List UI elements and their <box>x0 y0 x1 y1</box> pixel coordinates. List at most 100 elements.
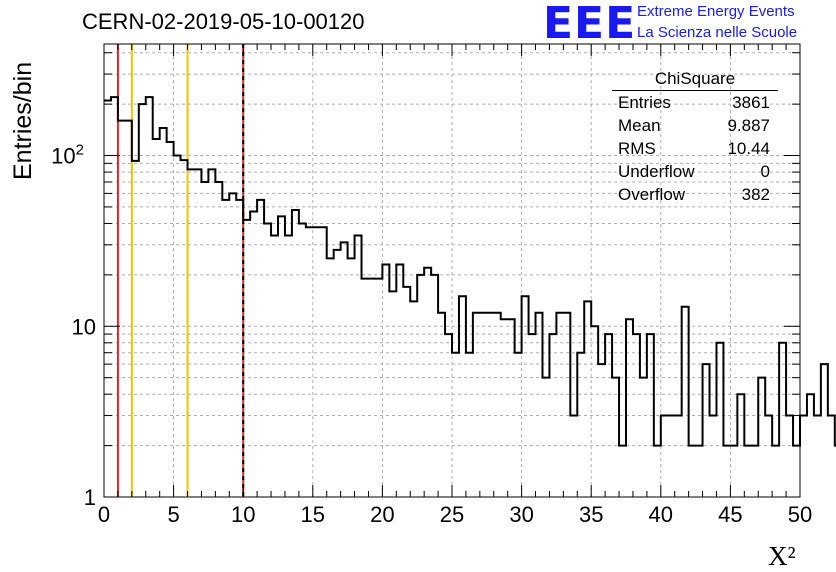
histogram-bin <box>118 121 125 497</box>
histogram-bin <box>751 446 758 497</box>
histogram-bin <box>355 236 362 497</box>
histogram-bin <box>389 291 396 497</box>
histogram-bin <box>473 313 480 497</box>
y-tick-label: 102 <box>51 142 84 169</box>
histogram-bin <box>612 378 619 497</box>
stats-title: ChiSquare <box>612 67 778 91</box>
stats-row-underflow: Underflow 0 <box>612 160 778 183</box>
histogram-bin <box>619 446 626 497</box>
stats-value: 10.44 <box>727 139 770 158</box>
histogram-bin <box>591 326 598 497</box>
histogram-bin <box>167 142 174 497</box>
histogram-bin <box>570 416 577 497</box>
histogram-bin <box>494 313 501 497</box>
histogram-bin <box>431 275 438 497</box>
x-tick-label: 40 <box>649 502 673 527</box>
histogram-bin <box>153 139 160 497</box>
stats-box: ChiSquare Entries 3861 Mean 9.887 RMS 10.44… <box>612 67 778 206</box>
histogram-bin <box>563 313 570 497</box>
stats-value: 9.887 <box>727 116 770 135</box>
histogram-bin <box>779 343 786 497</box>
stats-row-rms: RMS 10.44 <box>612 137 778 160</box>
histogram-bin <box>765 416 772 497</box>
histogram-bin <box>758 378 765 497</box>
stats-label: Entries <box>618 93 671 112</box>
histogram-bin <box>229 193 236 497</box>
stats-label: Mean <box>618 116 661 135</box>
histogram-bin <box>375 279 382 497</box>
stats-label: Overflow <box>618 185 686 204</box>
histogram-bin <box>640 378 647 497</box>
histogram-bin <box>403 287 410 497</box>
histogram-bin <box>536 313 543 497</box>
histogram-bin <box>327 258 334 497</box>
histogram-bin <box>744 446 751 497</box>
axis-ticks <box>103 44 801 498</box>
histogram-bin <box>132 161 139 497</box>
histogram-bin <box>716 343 723 497</box>
histogram-bin <box>668 416 675 497</box>
y-axis-title: Entries/bin <box>9 62 37 180</box>
histogram-bin <box>334 250 341 497</box>
histogram-bin <box>382 265 389 497</box>
histogram-bin <box>814 416 821 497</box>
histogram-bin <box>508 319 515 497</box>
x-tick-label: 35 <box>579 502 603 527</box>
histogram-bin <box>626 319 633 497</box>
histogram-bin <box>188 169 195 497</box>
histogram-bin <box>125 121 132 497</box>
histogram-bin <box>139 104 146 497</box>
histogram-bin <box>320 227 327 497</box>
histogram-bin <box>828 416 835 497</box>
histogram-bin <box>647 334 654 497</box>
stats-label: Underflow <box>618 162 695 181</box>
histogram-bin <box>633 334 640 497</box>
axis-tick-labels: 0 5 10 15 20 25 30 35 40 45 50 1 10 102 <box>51 142 812 527</box>
histogram-bin <box>181 160 188 497</box>
histogram-line <box>104 96 836 447</box>
histogram-bins <box>104 96 836 497</box>
histogram-bin <box>104 101 111 497</box>
stats-row-overflow: Overflow 382 <box>612 183 778 206</box>
histogram-bin <box>194 169 201 497</box>
histogram-bin <box>146 97 153 497</box>
logo-subtitle-1: Extreme Energy Events <box>637 3 795 20</box>
histogram-bin <box>438 313 445 497</box>
histogram-bin <box>605 334 612 497</box>
stats-label: RMS <box>618 139 656 158</box>
histogram-bin <box>313 227 320 497</box>
histogram-bin <box>201 182 208 497</box>
histogram-bin <box>208 169 215 497</box>
reference-lines <box>116 44 245 497</box>
histogram-bin <box>271 236 278 497</box>
histogram-bin <box>710 416 717 497</box>
histogram-bin <box>292 210 299 497</box>
histogram-bin <box>800 416 807 497</box>
histogram-bin <box>723 446 730 497</box>
histogram-bin <box>515 353 522 497</box>
histogram-bin <box>598 364 605 497</box>
x-tick-label: 10 <box>231 502 255 527</box>
x-tick-label: 5 <box>167 502 179 527</box>
histogram-bin <box>299 223 306 497</box>
histogram-bin <box>661 416 668 497</box>
y-tick-label: 10 <box>72 314 96 339</box>
histogram-bin <box>243 220 250 497</box>
histogram-bin <box>396 265 403 497</box>
stats-row-mean: Mean 9.887 <box>612 114 778 137</box>
histogram-bin <box>703 364 710 497</box>
histogram-bin <box>341 242 348 497</box>
histogram-bin <box>222 200 229 497</box>
histogram-bin <box>368 279 375 497</box>
histogram-bin <box>257 200 264 497</box>
histogram-bin <box>417 275 424 497</box>
x-tick-label: 25 <box>440 502 464 527</box>
x-axis-title: Χ² <box>768 541 796 571</box>
x-tick-label: 45 <box>718 502 742 527</box>
histogram-bin <box>480 313 487 497</box>
histogram-bin <box>410 301 417 497</box>
histogram-bin <box>278 216 285 497</box>
histogram-bin <box>529 334 536 497</box>
histogram-bin <box>821 364 828 497</box>
histogram-bin <box>556 313 563 497</box>
